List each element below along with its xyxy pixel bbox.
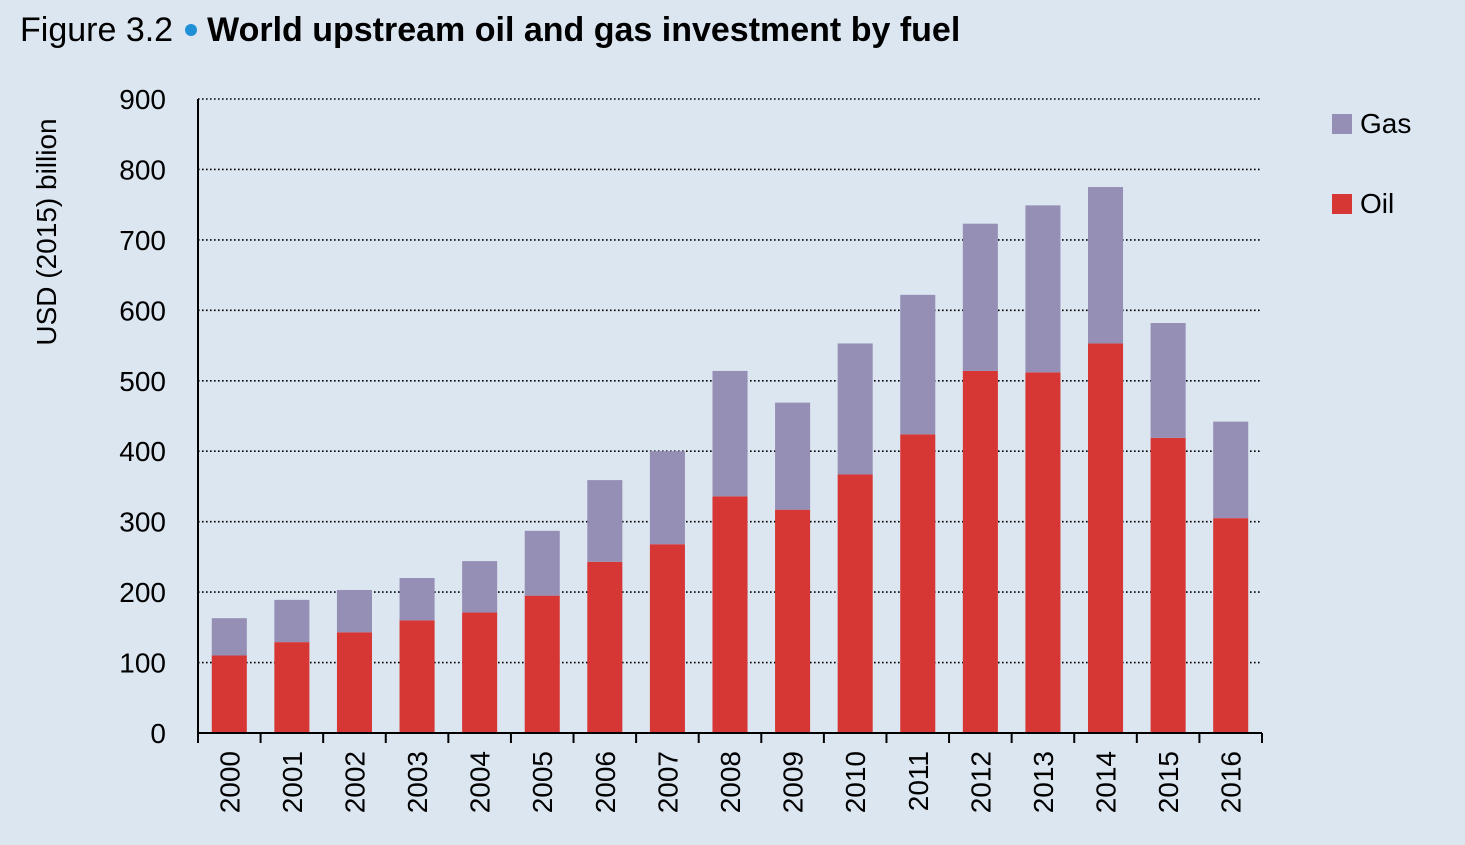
bar-oil-2008	[712, 496, 748, 733]
x-tick-label-2000: 2000	[214, 751, 245, 813]
figure-header: Figure 3.2 World upstream oil and gas inv…	[20, 10, 960, 50]
figure-number: Figure 3.2	[20, 11, 174, 49]
bar-oil-2010	[837, 474, 873, 733]
bar-oil-2001	[274, 642, 310, 733]
y-tick-label-600: 600	[119, 295, 166, 326]
bar-gas-2001	[274, 599, 310, 643]
bar-gas-2003	[399, 578, 435, 621]
y-tick-label-900: 900	[119, 84, 166, 115]
x-tick-label-2015: 2015	[1153, 751, 1184, 813]
bar-gas-2015	[1150, 323, 1186, 438]
bar-oil-2006	[587, 561, 623, 733]
bar-gas-2002	[336, 589, 372, 633]
x-tick-label-2001: 2001	[277, 751, 308, 813]
bar-gas-2000	[211, 618, 247, 656]
y-tick-label-500: 500	[119, 366, 166, 397]
bar-oil-2002	[336, 632, 372, 733]
x-tick-label-2016: 2016	[1216, 751, 1247, 813]
legend: Gas Oil	[1332, 108, 1411, 219]
bar-oil-2009	[775, 509, 811, 733]
x-tick-label-2014: 2014	[1091, 751, 1122, 813]
bar-oil-2007	[649, 544, 685, 733]
bar-gas-2011	[900, 294, 936, 435]
x-tick-label-2006: 2006	[590, 751, 621, 813]
y-tick-label-300: 300	[119, 507, 166, 538]
x-tick-label-2012: 2012	[965, 751, 996, 813]
bar-oil-2012	[962, 370, 998, 733]
x-tick-label-2004: 2004	[465, 751, 496, 813]
bar-oil-2000	[211, 655, 247, 733]
bar-gas-2009	[775, 402, 811, 510]
bar-oil-2014	[1088, 343, 1124, 733]
bar-gas-2016	[1213, 421, 1249, 519]
x-tick-label-2011: 2011	[903, 751, 934, 811]
bar-oil-2011	[900, 434, 936, 733]
legend-label-oil: Oil	[1360, 188, 1394, 219]
x-tick-labels: 2000 2001 2002 2003 2004 2005 2006 2007 2008 2009…	[214, 751, 1246, 813]
y-tick-label-100: 100	[119, 648, 166, 679]
bar-gas-2012	[962, 223, 998, 371]
y-axis-title: USD (2015) billion	[31, 118, 62, 345]
y-tick-label-800: 800	[119, 154, 166, 185]
bar-gas-2013	[1025, 205, 1061, 373]
legend-label-gas: Gas	[1360, 108, 1411, 139]
x-tick-label-2007: 2007	[652, 751, 683, 813]
bar-oil-2003	[399, 620, 435, 733]
chart-title: World upstream oil and gas investment by…	[207, 11, 961, 49]
y-tick-label-0: 0	[150, 718, 166, 749]
bar-gas-2005	[524, 530, 560, 596]
y-tick-label-400: 400	[119, 436, 166, 467]
bars	[211, 187, 1249, 733]
x-tick-label-2013: 2013	[1028, 751, 1059, 813]
y-tick-labels: 0 100 200 300 400 500 600 700 800 900	[119, 84, 166, 749]
x-tick-label-2008: 2008	[715, 751, 746, 813]
bar-oil-2005	[524, 595, 560, 733]
x-tick-label-2003: 2003	[402, 751, 433, 813]
bar-oil-2015	[1150, 437, 1186, 733]
bar-gas-2010	[837, 343, 873, 475]
y-tick-label-700: 700	[119, 225, 166, 256]
x-tick-label-2009: 2009	[778, 751, 809, 813]
bar-oil-2004	[462, 612, 498, 733]
bar-oil-2016	[1213, 518, 1249, 733]
y-tick-label-200: 200	[119, 577, 166, 608]
bar-gas-2007	[649, 451, 685, 545]
bar-gas-2006	[587, 480, 623, 562]
axes	[197, 99, 1263, 743]
x-tick-label-2002: 2002	[339, 751, 370, 813]
bar-oil-2013	[1025, 372, 1061, 733]
legend-swatch-gas	[1332, 114, 1352, 134]
x-tick-label-2005: 2005	[527, 751, 558, 813]
figure-dot-icon	[185, 24, 198, 37]
bar-gas-2014	[1088, 187, 1124, 344]
bar-gas-2008	[712, 370, 748, 497]
bar-gas-2004	[462, 561, 498, 613]
legend-swatch-oil	[1332, 194, 1352, 214]
x-tick-label-2010: 2010	[840, 751, 871, 813]
